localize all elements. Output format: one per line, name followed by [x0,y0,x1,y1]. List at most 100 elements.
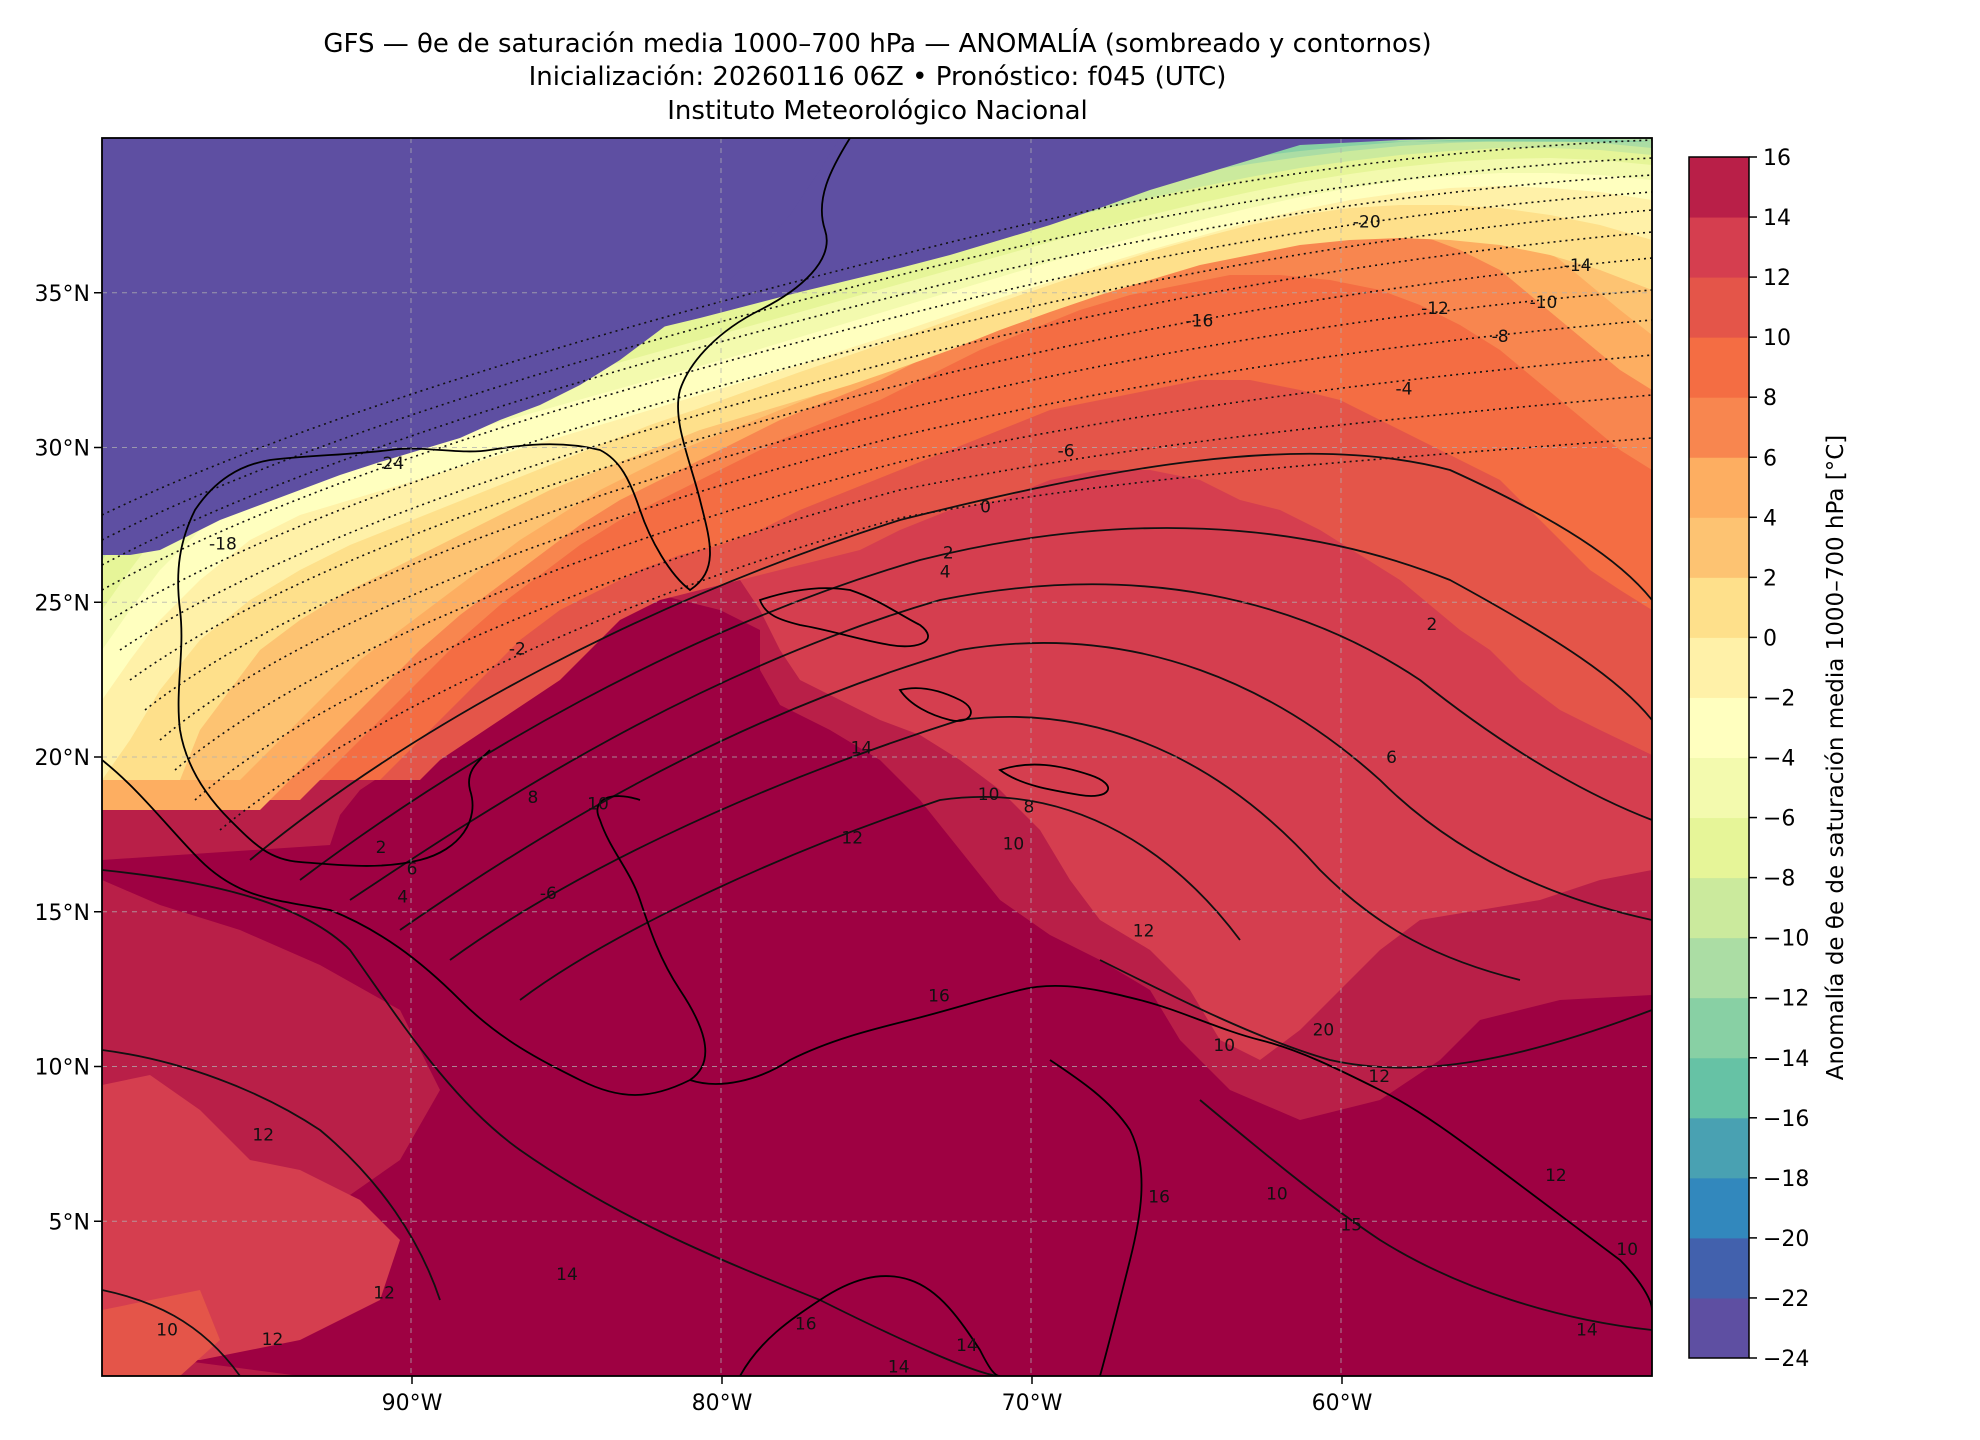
contour-label: -12 [1421,299,1449,319]
contour-labels: -20-14-12 -10-16-8-4-6-240-18 242-214 61088… [156,213,1638,1378]
colorbar: 16 14 12 10 8 6 4 2 0 −2 −4 −6 −8 −10 −12 −14 −16 −18 −20 −… [1688,146,1849,1372]
colorbar-swatch [1689,1117,1749,1179]
contour-label: -10 [1530,293,1558,313]
contour-label: 12 [1368,1067,1390,1087]
colorbar-swatch [1689,937,1749,999]
colorbar-label: Anomalía de θe de saturación media 1000–… [1823,435,1849,1080]
colorbar-tick-label: 16 [1763,146,1791,171]
colorbar-swatch [1689,217,1749,278]
contour-label: -24 [376,454,404,474]
colorbar-tick-label: −2 [1763,686,1795,711]
colorbar-tick-label: −12 [1763,987,1809,1012]
colorbar-swatch [1689,577,1749,638]
contour-label: 14 [956,1336,978,1356]
field-band-10 [102,1290,220,1376]
colorbar-tick-label: −8 [1763,867,1795,892]
colorbar-tick-label: 10 [1763,326,1791,351]
positive-contours [102,452,1652,1376]
lat-tick-label: 35°N [35,282,90,307]
lat-tick-label: 20°N [35,746,90,771]
colorbar-swatch [1689,1237,1749,1299]
contour-label: 12 [262,1330,284,1350]
contour-label: 16 [928,986,950,1006]
colorbar-swatches [1689,157,1749,1359]
title-line-3: Instituto Meteorológico Nacional [667,96,1088,126]
colorbar-ticks: 16 14 12 10 8 6 4 2 0 −2 −4 −6 −8 −10 −12 −14 −16 −18 −20 −… [1749,146,1809,1372]
lat-tick-label: 30°N [35,437,90,462]
lat-tick-label: 5°N [49,1210,90,1235]
colorbar-tick-label: −16 [1763,1107,1809,1132]
contour-label: -4 [1396,380,1413,400]
contour-label: -18 [209,534,237,554]
colorbar-tick-label: 14 [1763,206,1791,231]
colorbar-swatch [1689,457,1749,518]
field-band-12 [102,1075,400,1360]
contour-label: 12 [252,1126,274,1146]
colorbar-tick-label: −18 [1763,1167,1809,1192]
contour-label: 12 [373,1283,395,1303]
colorbar-tick-label: −22 [1763,1287,1809,1312]
contour-label: 8 [527,788,538,808]
colorbar-tick-label: −24 [1763,1347,1809,1372]
colorbar-swatch [1689,517,1749,578]
contour-label: -8 [1492,327,1509,347]
colorbar-tick-label: 4 [1763,506,1777,531]
contour-label: 10 [1003,835,1025,855]
contour-label: 0 [980,497,991,517]
contour-label: 2 [1426,615,1437,635]
colorbar-swatch [1689,997,1749,1059]
contour-label: 6 [1386,748,1397,768]
lon-tick-label: 80°W [692,1391,753,1416]
colorbar-swatch [1689,157,1749,218]
colorbar-tick-label: 8 [1763,386,1777,411]
colorbar-tick-label: 12 [1763,266,1791,291]
title-line-1: GFS — θe de saturación media 1000–700 hP… [323,29,1432,59]
colorbar-tick-label: 2 [1763,566,1777,591]
colorbar-tick-label: 6 [1763,446,1777,471]
colorbar-tick-label: 0 [1763,626,1777,651]
contour-label: 10 [978,785,1000,805]
colorbar-swatch [1689,817,1749,879]
lat-tick-label: 15°N [35,901,90,926]
contour-label: 4 [940,562,951,582]
gridlines [102,138,1652,1376]
colorbar-tick-label: −6 [1763,807,1795,832]
field-band-neg24-land [102,138,840,555]
contour-label: 20 [1313,1020,1335,1040]
contour-label: 10 [1266,1184,1288,1204]
contour-label: 14 [1576,1321,1598,1341]
lon-tick-label: 60°W [1312,1391,1373,1416]
colorbar-tick-label: −20 [1763,1227,1809,1252]
contour-label: -6 [1058,442,1075,462]
title-line-2: Inicialización: 20260116 06Z • Pronóstic… [528,62,1227,92]
coastlines [102,138,1652,1376]
contour-label: 6 [407,859,418,879]
negative-contours [102,139,1652,831]
colorbar-tick-label: −10 [1763,927,1809,952]
lon-tick-label: 90°W [382,1391,443,1416]
contour-label: 14 [888,1358,910,1378]
contour-label: 4 [397,887,408,907]
lat-tick-label: 25°N [35,591,90,616]
contour-label: 12 [841,828,863,848]
lon-tick-label: 70°W [1002,1391,1063,1416]
contour-label: -14 [1564,256,1592,276]
contour-label: -16 [1186,312,1214,332]
contour-label: 2 [376,838,387,858]
contour-label: 16 [795,1314,817,1334]
contour-label: 14 [556,1265,578,1285]
colorbar-swatch [1689,397,1749,458]
contour-label: 15 [1340,1215,1362,1235]
colorbar-swatch [1689,697,1749,758]
contour-label: 12 [1545,1166,1567,1186]
contour-label: 8 [1023,798,1034,818]
colorbar-swatch [1689,277,1749,338]
colorbar-tick-label: −4 [1763,747,1795,772]
colorbar-swatch [1689,1057,1749,1119]
contour-label: 16 [1148,1187,1170,1207]
contour-label: 12 [1133,921,1155,941]
contour-label: 2 [943,544,954,564]
colorbar-swatch [1689,877,1749,939]
contour-label: 10 [1616,1240,1638,1260]
